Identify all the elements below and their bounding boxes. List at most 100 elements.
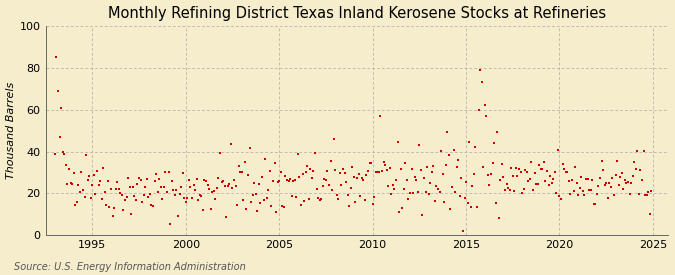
Point: [124, 185, 135, 189]
Point: [437, 172, 448, 176]
Point: [356, 176, 367, 180]
Point: [460, 180, 471, 184]
Point: [418, 175, 429, 180]
Point: [562, 169, 572, 174]
Point: [141, 177, 152, 181]
Point: [634, 192, 645, 196]
Point: [350, 200, 361, 204]
Point: [479, 103, 490, 108]
Point: [313, 196, 323, 200]
Point: [517, 191, 528, 195]
Point: [629, 160, 640, 164]
Point: [506, 166, 516, 170]
Point: [222, 183, 233, 188]
Point: [185, 185, 196, 189]
Point: [553, 148, 564, 152]
Point: [359, 198, 370, 202]
Point: [533, 182, 543, 186]
Point: [508, 174, 518, 178]
Point: [200, 178, 211, 183]
Point: [204, 187, 215, 191]
Point: [632, 149, 643, 154]
Point: [498, 175, 509, 179]
Point: [422, 164, 433, 169]
Point: [362, 169, 373, 174]
Point: [352, 176, 362, 180]
Point: [112, 180, 123, 184]
Point: [303, 197, 314, 201]
Point: [551, 191, 562, 195]
Point: [98, 166, 109, 170]
Point: [610, 173, 621, 178]
Point: [597, 168, 608, 173]
Point: [355, 194, 366, 198]
Point: [589, 202, 599, 207]
Point: [235, 170, 246, 175]
Point: [328, 137, 339, 142]
Point: [59, 151, 70, 156]
Point: [259, 198, 269, 203]
Point: [387, 183, 398, 187]
Point: [110, 187, 121, 191]
Point: [205, 207, 216, 211]
Point: [196, 194, 207, 199]
Point: [369, 194, 379, 199]
Point: [377, 169, 387, 174]
Point: [229, 178, 240, 182]
Point: [199, 178, 210, 182]
Point: [308, 169, 319, 174]
Point: [593, 184, 604, 188]
Point: [234, 164, 244, 168]
Point: [202, 183, 213, 187]
Point: [529, 171, 540, 175]
Point: [137, 200, 148, 204]
Point: [65, 181, 76, 186]
Point: [157, 197, 168, 202]
Point: [221, 215, 232, 219]
Point: [87, 183, 98, 187]
Point: [72, 200, 82, 204]
Point: [353, 172, 364, 177]
Point: [85, 195, 96, 200]
Point: [129, 194, 140, 198]
Point: [180, 199, 191, 204]
Point: [62, 182, 73, 186]
Point: [161, 189, 172, 194]
Point: [281, 178, 292, 182]
Point: [341, 180, 352, 184]
Point: [378, 160, 389, 164]
Point: [481, 114, 491, 118]
Point: [286, 194, 297, 199]
Point: [151, 172, 161, 177]
Point: [590, 201, 601, 206]
Point: [340, 171, 350, 175]
Point: [76, 170, 87, 174]
Point: [591, 191, 602, 196]
Point: [272, 180, 283, 184]
Point: [630, 167, 641, 171]
Point: [409, 175, 420, 180]
Point: [573, 193, 584, 197]
Point: [299, 199, 310, 204]
Point: [599, 183, 610, 188]
Point: [97, 197, 107, 201]
Point: [398, 186, 409, 191]
Point: [188, 183, 199, 187]
Point: [587, 177, 597, 182]
Point: [323, 183, 334, 187]
Point: [543, 183, 554, 188]
Point: [159, 185, 169, 189]
Point: [626, 180, 637, 185]
Point: [140, 185, 151, 189]
Point: [442, 130, 453, 134]
Point: [364, 161, 375, 165]
Point: [406, 167, 417, 172]
Point: [317, 184, 328, 189]
Point: [310, 151, 321, 155]
Point: [153, 190, 163, 194]
Point: [269, 161, 280, 165]
Point: [247, 192, 258, 197]
Point: [74, 189, 85, 194]
Point: [194, 193, 205, 198]
Point: [621, 181, 632, 185]
